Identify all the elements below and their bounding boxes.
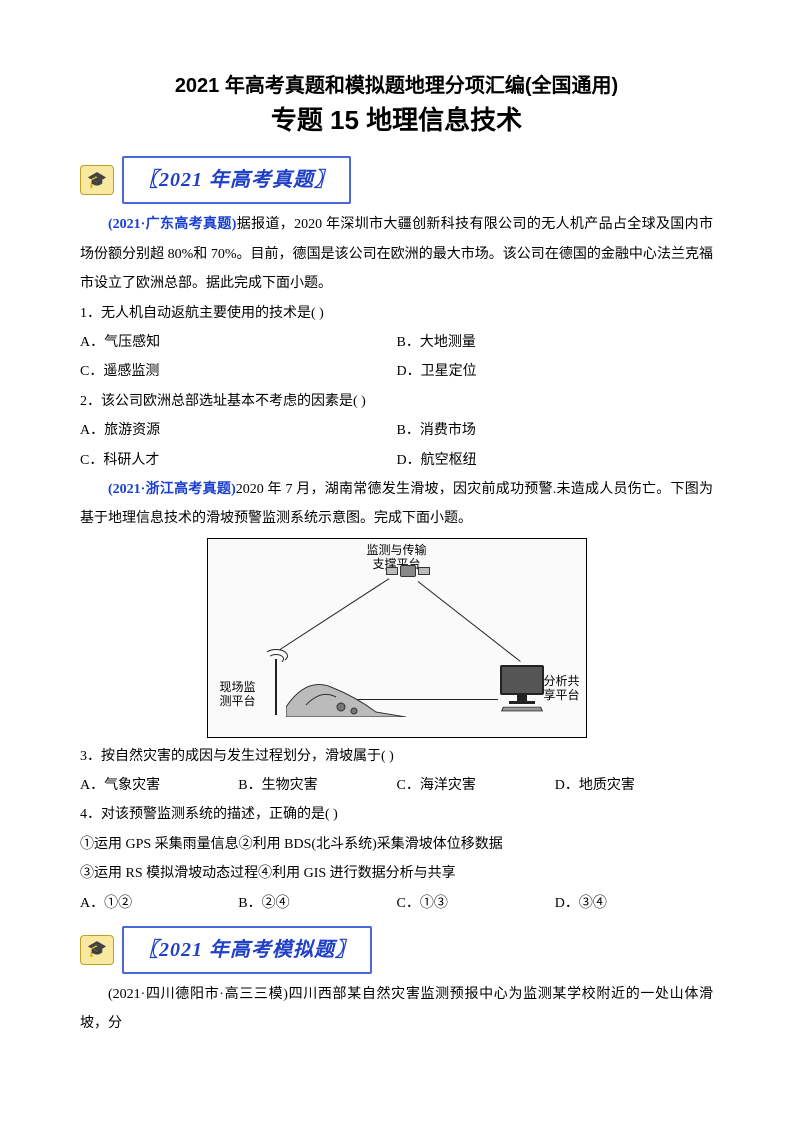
- source-tag-guangdong: (2021·广东高考真题): [108, 217, 236, 232]
- q4-opt-a: A．①②: [80, 889, 238, 918]
- q1-opt-a: A．气压感知: [80, 328, 397, 357]
- page-title-sub: 专题 15 地理信息技术: [80, 102, 713, 138]
- q4-opts: A．①② B．②④ C．①③ D．③④: [80, 889, 713, 918]
- diagram-left-label: 现场监测平台: [220, 680, 256, 709]
- banner-frame: 〖2021 年高考真题〗: [122, 156, 351, 204]
- landslide-diagram: 监测与传输支撑平台 现场监测平台 分析共享平台: [207, 538, 587, 738]
- q2-opt-d: D．航空枢纽: [397, 446, 714, 475]
- q4-stem: 4．对该预警监测系统的描述，正确的是( ): [80, 800, 713, 829]
- q4-opt-b: B．②④: [238, 889, 396, 918]
- section-banner-mock-exam: 〖2021 年高考模拟题〗: [80, 926, 713, 974]
- link-line-left: [279, 578, 389, 650]
- q2-opt-a: A．旅游资源: [80, 416, 397, 445]
- q2-opt-c: C．科研人才: [80, 446, 397, 475]
- banner-frame: 〖2021 年高考模拟题〗: [122, 926, 372, 974]
- q4-statements-2: ③运用 RS 模拟滑坡动态过程④利用 GIS 进行数据分析与共享: [80, 859, 713, 888]
- q3-opt-c: C．海洋灾害: [397, 771, 555, 800]
- graduate-icon: [80, 165, 114, 195]
- q3-opt-b: B．生物灾害: [238, 771, 396, 800]
- passage-1: (2021·广东高考真题)据报道，2020 年深圳市大疆创新科技有限公司的无人机…: [80, 210, 713, 298]
- q1-opt-d: D．卫星定位: [397, 357, 714, 386]
- q3-stem: 3．按自然灾害的成因与发生过程划分，滑坡属于( ): [80, 742, 713, 771]
- page-title-main: 2021 年高考真题和模拟题地理分项汇编(全国通用): [80, 70, 713, 102]
- q4-opt-c: C．①③: [397, 889, 555, 918]
- q1-stem: 1．无人机自动返航主要使用的技术是( ): [80, 299, 713, 328]
- q1-opt-b: B．大地测量: [397, 328, 714, 357]
- graduate-icon: [80, 935, 114, 965]
- q4-statements-1: ①运用 GPS 采集雨量信息②利用 BDS(北斗系统)采集滑坡体位移数据: [80, 830, 713, 859]
- section-banner-real-exam: 〖2021 年高考真题〗: [80, 156, 713, 204]
- q1-opt-c: C．遥感监测: [80, 357, 397, 386]
- link-line-right: [417, 581, 520, 662]
- q1-opts-row1: A．气压感知 B．大地测量: [80, 328, 713, 357]
- diagram-wrap: 监测与传输支撑平台 现场监测平台 分析共享平台: [80, 538, 713, 738]
- q3-opt-d: D．地质灾害: [555, 771, 713, 800]
- q2-opts-row2: C．科研人才 D．航空枢纽: [80, 446, 713, 475]
- banner-text: 〖2021 年高考模拟题〗: [138, 939, 356, 961]
- q3-opt-a: A．气象灾害: [80, 771, 238, 800]
- source-tag-zhejiang: (2021·浙江高考真题): [108, 482, 236, 497]
- q3-opts: A．气象灾害 B．生物灾害 C．海洋灾害 D．地质灾害: [80, 771, 713, 800]
- diagram-right-label: 分析共享平台: [543, 674, 579, 703]
- satellite-icon: [388, 561, 428, 581]
- computer-icon: [498, 665, 546, 711]
- passage-3: (2021·四川德阳市·高三三模)四川西部某自然灾害监测预报中心为监测某学校附近…: [80, 980, 713, 1039]
- q2-opts-row1: A．旅游资源 B．消费市场: [80, 416, 713, 445]
- source-tag-sichuan: (2021·四川德阳市·高三三模): [108, 987, 288, 1002]
- q2-stem: 2．该公司欧洲总部选址基本不考虑的因素是( ): [80, 387, 713, 416]
- banner-text: 〖2021 年高考真题〗: [138, 169, 335, 191]
- landslide-hill-icon: [286, 667, 406, 717]
- tower-icon: [268, 655, 284, 715]
- passage-2: (2021·浙江高考真题)2020 年 7 月，湖南常德发生滑坡，因灾前成功预警…: [80, 475, 713, 534]
- q2-opt-b: B．消费市场: [397, 416, 714, 445]
- q1-opts-row2: C．遥感监测 D．卫星定位: [80, 357, 713, 386]
- q4-opt-d: D．③④: [555, 889, 713, 918]
